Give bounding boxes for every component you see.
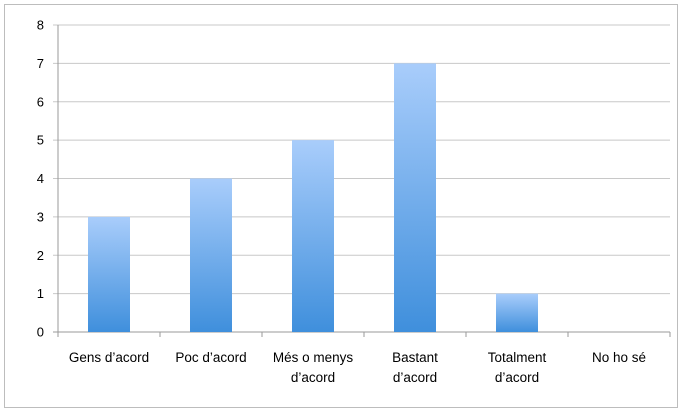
y-tick-label: 2 — [37, 248, 44, 263]
x-category-label: Totalment — [488, 350, 547, 365]
y-tick-label: 8 — [37, 18, 44, 33]
gridlines — [53, 24, 671, 337]
bar — [88, 216, 130, 332]
x-category-label: Més o menys — [273, 350, 354, 365]
bar — [190, 178, 232, 332]
chart-frame — [4, 4, 678, 408]
y-tick-label: 3 — [37, 209, 44, 224]
y-tick-label: 1 — [37, 286, 44, 301]
x-category-label: d’acord — [495, 370, 539, 385]
y-tick-label: 6 — [37, 94, 44, 109]
x-category-label: d’acord — [291, 370, 335, 385]
x-category-label: Bastant — [392, 350, 438, 365]
x-category-label: Gens d’acord — [69, 350, 149, 365]
x-category-label: No ho sé — [592, 350, 646, 365]
y-tick-label: 0 — [37, 325, 44, 340]
x-axis-labels: Gens d’acord Poc d’acord Més o menys d’acor… — [69, 350, 646, 385]
y-tick-label: 7 — [37, 56, 44, 71]
bars — [88, 63, 538, 332]
bar — [394, 63, 436, 332]
y-tick-label: 4 — [37, 171, 44, 186]
y-axis-ticks: 0 1 2 3 4 5 6 7 8 — [37, 18, 44, 340]
bar — [496, 293, 538, 332]
bar — [292, 140, 334, 332]
x-category-label: d’acord — [393, 370, 437, 385]
y-tick-label: 5 — [37, 133, 44, 148]
x-category-label: Poc d’acord — [175, 350, 246, 365]
